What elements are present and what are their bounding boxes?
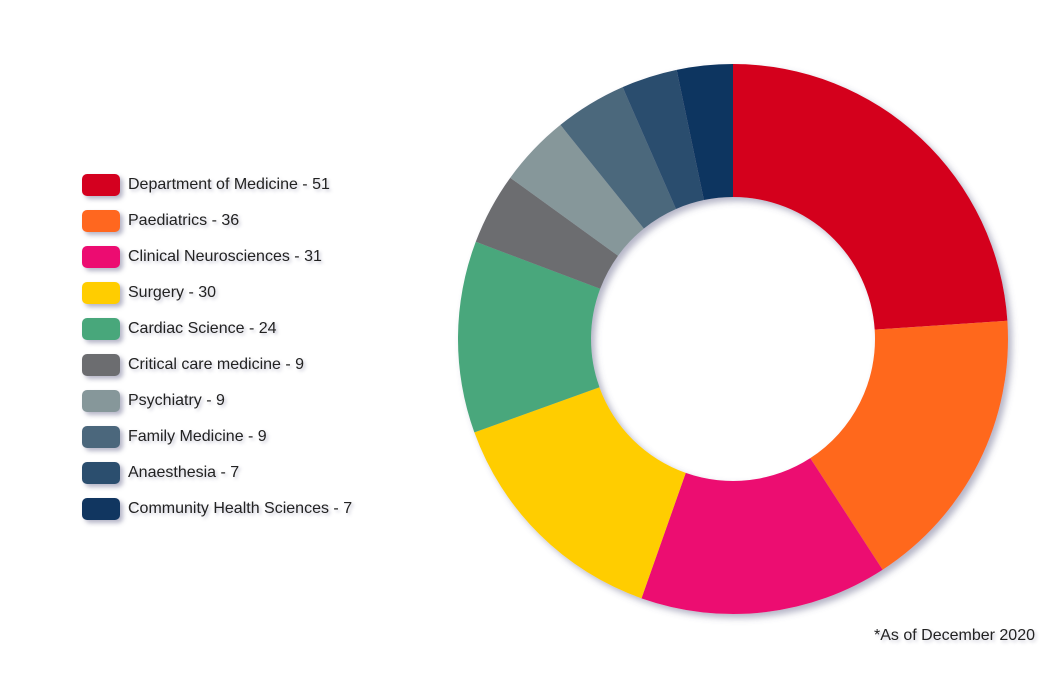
donut-slice-surgery xyxy=(474,387,686,599)
legend-item: Psychiatry - 9 xyxy=(82,383,442,419)
legend-swatch xyxy=(82,390,120,412)
legend-item: Cardiac Science - 24 xyxy=(82,311,442,347)
legend-item: Anaesthesia - 7 xyxy=(82,455,442,491)
chart-legend: Department of Medicine - 51 Paediatrics -… xyxy=(82,167,442,527)
legend-swatch xyxy=(82,246,120,268)
legend-label: Psychiatry - 9 xyxy=(128,392,225,409)
legend-item: Paediatrics - 36 xyxy=(82,203,442,239)
legend-label: Anaesthesia - 7 xyxy=(128,464,240,481)
legend-swatch xyxy=(82,426,120,448)
legend-swatch xyxy=(82,210,120,232)
donut-slice-paediatrics xyxy=(810,320,1008,570)
donut-slice-clinical-neurosciences xyxy=(641,458,883,615)
legend-label: Clinical Neurosciences - 31 xyxy=(128,248,322,265)
legend-label: Department of Medicine - 51 xyxy=(128,176,330,193)
donut-slice-department-of-medicine xyxy=(733,64,1008,330)
legend-swatch xyxy=(82,318,120,340)
legend-swatch xyxy=(82,174,120,196)
legend-item: Department of Medicine - 51 xyxy=(82,167,442,203)
legend-label: Community Health Sciences - 7 xyxy=(128,500,353,517)
legend-item: Critical care medicine - 9 xyxy=(82,347,442,383)
donut-slice-psychiatry xyxy=(510,124,644,256)
donut-chart xyxy=(457,64,1008,615)
legend-label: Surgery - 30 xyxy=(128,284,217,301)
legend-label: Paediatrics - 36 xyxy=(128,212,240,229)
legend-swatch xyxy=(82,498,120,520)
donut-slice-family-medicine xyxy=(560,87,677,229)
legend-item: Community Health Sciences - 7 xyxy=(82,491,442,527)
legend-swatch xyxy=(82,282,120,304)
legend-label: Critical care medicine - 9 xyxy=(128,356,305,373)
donut-slice-community-health-sciences xyxy=(676,64,733,201)
legend-swatch xyxy=(82,462,120,484)
legend-label: Family Medicine - 9 xyxy=(128,428,267,445)
donut-slice-critical-care-medicine xyxy=(475,177,618,289)
legend-item: Family Medicine - 9 xyxy=(82,419,442,455)
legend-item: Clinical Neurosciences - 31 xyxy=(82,239,442,275)
chart-footnote: *As of December 2020 xyxy=(874,627,1035,644)
legend-label: Cardiac Science - 24 xyxy=(128,320,277,337)
legend-swatch xyxy=(82,354,120,376)
donut-slice-anaesthesia xyxy=(622,69,704,209)
legend-item: Surgery - 30 xyxy=(82,275,442,311)
donut-slice-cardiac-science xyxy=(457,241,601,433)
